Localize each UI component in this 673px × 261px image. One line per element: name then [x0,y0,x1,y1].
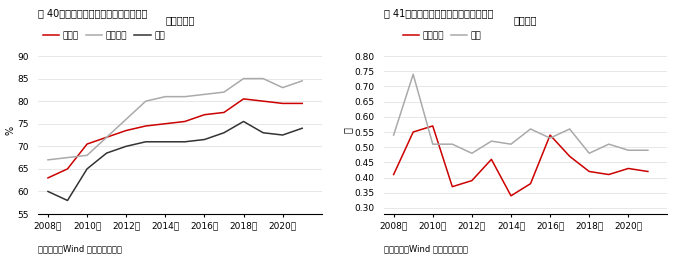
出险民企 [220,91,228,94]
出险民企 [259,77,267,80]
出险民企 [142,100,150,103]
国企 [526,127,534,130]
Text: 现金比率: 现金比率 [514,15,538,25]
出险民企 [44,158,52,161]
出险民企 [605,173,613,176]
出险民企 [526,182,534,185]
国企 [390,133,398,137]
全行业 [259,100,267,103]
全行业 [279,102,287,105]
国企 [546,137,554,140]
出险民企 [201,93,209,96]
国企 [507,143,515,146]
出险民企 [279,86,287,89]
出险民企 [83,154,91,157]
国企 [298,127,306,130]
出险民企 [429,124,437,128]
Text: 图 41：国企现金偿债情况好于出险民企: 图 41：国企现金偿债情况好于出险民企 [384,8,493,19]
国企 [122,145,130,148]
全行业 [240,97,248,100]
Text: 资料来源：Wind 中信期货研究所: 资料来源：Wind 中信期货研究所 [384,244,468,253]
国企 [240,120,248,123]
出险民企 [240,77,248,80]
全行业 [220,111,228,114]
出险民企 [448,185,456,188]
Legend: 出险民企, 国企: 出险民企, 国企 [402,31,482,40]
国企 [448,143,456,146]
Line: 国企: 国企 [394,74,648,153]
出险民企 [546,133,554,137]
Text: 资料来源：Wind 中信期货研究所: 资料来源：Wind 中信期货研究所 [38,244,122,253]
出险民企 [409,130,417,134]
Y-axis label: 倍: 倍 [343,128,353,133]
国企 [279,133,287,137]
全行业 [181,120,189,123]
全行业 [142,124,150,128]
国企 [605,143,613,146]
全行业 [63,167,71,170]
全行业 [122,129,130,132]
出险民企 [181,95,189,98]
国企 [625,149,633,152]
出险民企 [625,167,633,170]
出险民企 [644,170,652,173]
国企 [259,131,267,134]
国企 [181,140,189,143]
国企 [220,131,228,134]
出险民企 [298,79,306,82]
出险民企 [565,155,573,158]
Text: 资产负债率: 资产负债率 [166,15,194,25]
Legend: 全行业, 出险民企, 国企: 全行业, 出险民企, 国企 [42,31,165,40]
Line: 国企: 国企 [48,121,302,200]
Line: 全行业: 全行业 [48,99,302,178]
全行业 [298,102,306,105]
Line: 出险民企: 出险民企 [394,126,648,196]
国企 [487,140,495,143]
出险民企 [102,136,110,139]
Text: 图 40：国企资产负债率显著低于全行业: 图 40：国企资产负债率显著低于全行业 [38,8,147,19]
国企 [201,138,209,141]
出险民企 [507,194,515,197]
出险民企 [487,158,495,161]
出险民企 [63,156,71,159]
国企 [142,140,150,143]
出险民企 [122,118,130,121]
出险民企 [162,95,170,98]
国企 [63,199,71,202]
Line: 出险民企: 出险民企 [48,79,302,160]
全行业 [83,143,91,146]
国企 [83,167,91,170]
出险民企 [468,179,476,182]
出险民企 [585,170,593,173]
全行业 [201,113,209,116]
国企 [429,143,437,146]
国企 [102,151,110,155]
出险民企 [390,173,398,176]
国企 [565,127,573,130]
国企 [468,152,476,155]
全行业 [102,136,110,139]
国企 [585,152,593,155]
全行业 [162,122,170,125]
全行业 [44,176,52,180]
国企 [162,140,170,143]
国企 [44,190,52,193]
国企 [409,73,417,76]
国企 [644,149,652,152]
Y-axis label: %: % [5,126,15,135]
